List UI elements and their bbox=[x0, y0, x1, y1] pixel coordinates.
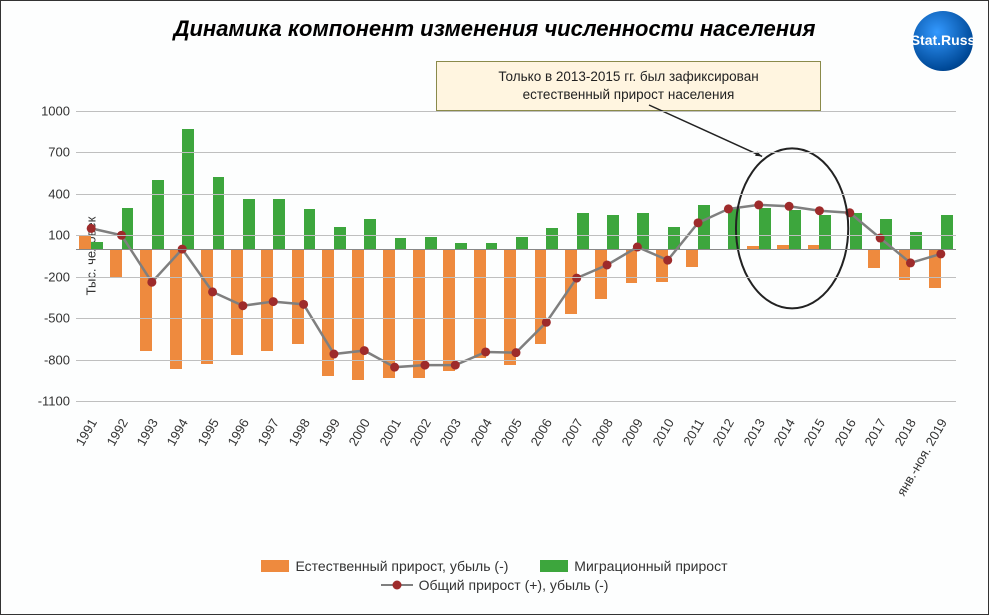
y-tick-label: 1000 bbox=[41, 104, 70, 119]
x-tick-label: 2013 bbox=[740, 416, 767, 449]
x-tick-label: 2004 bbox=[467, 416, 494, 449]
x-tick-label: 1993 bbox=[133, 416, 160, 449]
x-tick-label: 2005 bbox=[498, 416, 525, 449]
x-tick-label: 1991 bbox=[73, 416, 100, 449]
x-tick-label: 2010 bbox=[649, 416, 676, 449]
y-tick-label: 100 bbox=[48, 228, 70, 243]
x-tick-label: 2018 bbox=[892, 416, 919, 449]
logo-badge: Stat.Russ bbox=[913, 11, 973, 71]
x-tick-label: 1997 bbox=[255, 416, 282, 449]
callout-line2: естественный прирост населения bbox=[451, 86, 806, 104]
y-tick-label: 400 bbox=[48, 186, 70, 201]
legend: Естественный прирост, убыль (-) Миграцио… bbox=[1, 556, 988, 596]
plot-area: Тыс. человек 199119921993199419951996199… bbox=[76, 111, 956, 401]
x-tick-label: 2006 bbox=[528, 416, 555, 449]
x-tick-label: 2017 bbox=[862, 416, 889, 449]
zero-line bbox=[76, 249, 956, 250]
grid-line bbox=[76, 360, 956, 361]
grid-line bbox=[76, 235, 956, 236]
legend-label-migration: Миграционный прирост bbox=[574, 558, 727, 574]
legend-label-total: Общий прирост (+), убыль (-) bbox=[419, 577, 609, 593]
x-tick-label: 2014 bbox=[771, 416, 798, 449]
grid-line bbox=[76, 277, 956, 278]
x-tick-label: 2002 bbox=[406, 416, 433, 449]
callout-line1: Только в 2013-2015 гг. был зафиксирован bbox=[451, 68, 806, 86]
grid-line bbox=[76, 401, 956, 402]
x-tick-label: 1998 bbox=[285, 416, 312, 449]
legend-item-natural: Естественный прирост, убыль (-) bbox=[261, 558, 508, 574]
x-tick-label: 2008 bbox=[589, 416, 616, 449]
x-labels-layer: 1991199219931994199519961997199819992000… bbox=[76, 111, 956, 401]
legend-swatch-total bbox=[381, 579, 413, 591]
callout-box: Только в 2013-2015 гг. был зафиксирован … bbox=[436, 61, 821, 111]
grid-line bbox=[76, 152, 956, 153]
x-tick-label: 1992 bbox=[103, 416, 130, 449]
legend-swatch-natural bbox=[261, 560, 289, 572]
chart-title: Динамика компонент изменения численности… bbox=[1, 1, 988, 42]
x-tick-label: 2012 bbox=[710, 416, 737, 449]
y-tick-label: -200 bbox=[44, 269, 70, 284]
y-tick-label: -800 bbox=[44, 352, 70, 367]
grid-line bbox=[76, 318, 956, 319]
x-tick-label: 1995 bbox=[194, 416, 221, 449]
x-tick-label: 2001 bbox=[376, 416, 403, 449]
y-tick-label: 700 bbox=[48, 145, 70, 160]
legend-item-total: Общий прирост (+), убыль (-) bbox=[381, 577, 609, 593]
y-tick-label: -500 bbox=[44, 311, 70, 326]
chart-container: Динамика компонент изменения численности… bbox=[0, 0, 989, 615]
x-tick-label: 1994 bbox=[164, 416, 191, 449]
x-tick-label: 2007 bbox=[558, 416, 585, 449]
x-tick-label: 1999 bbox=[315, 416, 342, 449]
x-tick-label: 2000 bbox=[346, 416, 373, 449]
x-tick-label: 2009 bbox=[619, 416, 646, 449]
legend-item-migration: Миграционный прирост bbox=[540, 558, 727, 574]
legend-label-natural: Естественный прирост, убыль (-) bbox=[295, 558, 508, 574]
y-tick-label: -1100 bbox=[38, 394, 70, 409]
x-tick-label: 2016 bbox=[831, 416, 858, 449]
grid-line bbox=[76, 111, 956, 112]
legend-swatch-migration bbox=[540, 560, 568, 572]
x-tick-label: 2003 bbox=[437, 416, 464, 449]
x-tick-label: 2011 bbox=[680, 416, 707, 448]
grid-line bbox=[76, 194, 956, 195]
x-tick-label: 1996 bbox=[224, 416, 251, 449]
x-tick-label: 2015 bbox=[801, 416, 828, 449]
